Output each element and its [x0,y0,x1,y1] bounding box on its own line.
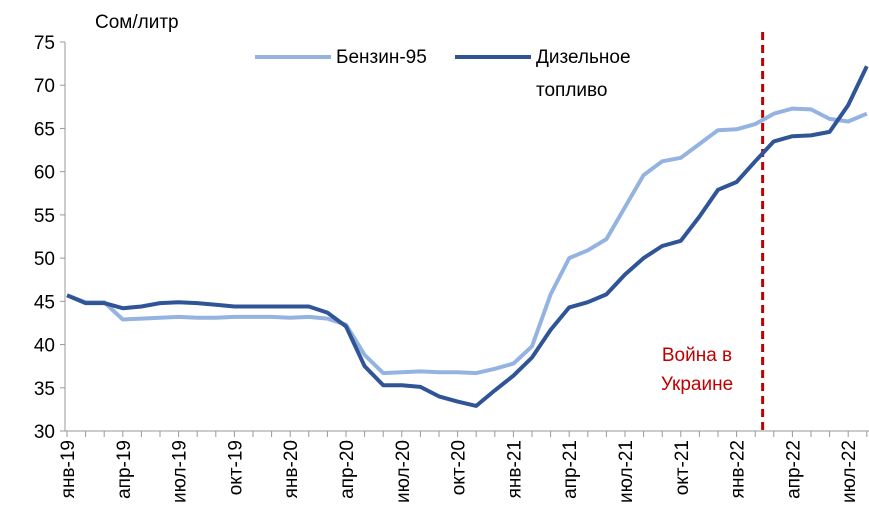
y-tick-label: 70 [34,76,55,97]
x-tick-label: апр-20 [337,440,358,499]
x-tick-label: июл-20 [393,440,414,503]
x-tick-label: окт-20 [449,440,470,495]
x-tick-label: апр-21 [560,440,581,499]
x-tick-label: июл-21 [616,440,637,503]
annotation: Война в Украине [660,345,734,395]
series-line [66,106,868,376]
y-tick-label: 75 [34,33,55,54]
x-tick-label: окт-21 [672,440,693,495]
y-tick-label: 55 [34,206,55,227]
y-axis-label: Сом/литр [95,12,179,33]
series-line [66,65,869,408]
x-tick-label: янв-20 [281,440,302,498]
y-tick-label: 40 [34,336,55,357]
x-tick-label: янв-19 [58,440,79,498]
y-tick-label: 65 [34,119,55,140]
y-tick-label: 50 [34,249,55,270]
x-tick-label: июл-19 [170,440,191,503]
y-tick-label: 35 [34,379,55,400]
x-tick-label: янв-22 [728,440,749,498]
x-tick-label: июл-22 [839,440,860,503]
legend-label: Дизельное топливо [536,47,631,101]
x-tick-label: апр-22 [783,440,804,499]
y-tick-label: 45 [34,292,55,313]
x-tick-label: апр-19 [114,440,135,499]
y-tick-label: 30 [34,422,55,443]
x-tick-label: окт-19 [225,440,246,495]
x-tick-label: янв-21 [504,440,525,498]
y-tick-label: 60 [34,163,55,184]
legend-label: Бензин-95 [336,47,427,68]
